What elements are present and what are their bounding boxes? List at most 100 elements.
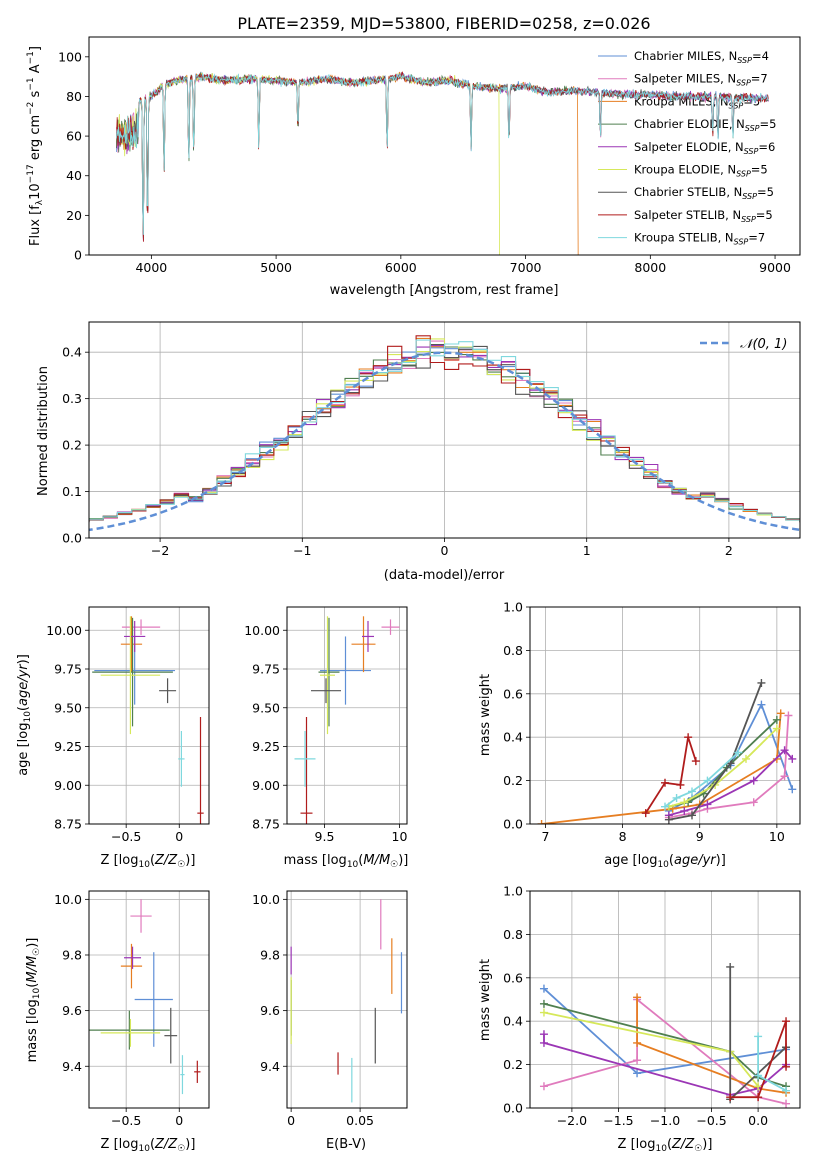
ageM-ytick-label: 9.75 bbox=[252, 662, 280, 677]
mwAge-point-marker bbox=[757, 678, 766, 687]
ageZ-xtick-label: −0.5 bbox=[111, 829, 141, 844]
mass-weight-vs-age-panel: age [log10(age/yr)] mass weight 7 8 9 10 0.0… bbox=[478, 600, 801, 870]
mwZ-series-line bbox=[730, 1020, 787, 1099]
mwAge-point-marker bbox=[788, 754, 797, 763]
ageZ-ytick-label: 10.00 bbox=[46, 623, 82, 638]
legend-label-n: =7 bbox=[751, 72, 768, 86]
mwZ-point-marker bbox=[726, 1093, 735, 1102]
legend-label: Salpeter ELODIE, NSSP=6 bbox=[634, 140, 775, 156]
legend-label: Chabrier MILES, NSSP=4 bbox=[634, 49, 769, 65]
mwAge-point-marker bbox=[688, 787, 696, 796]
ageZ-frame bbox=[88, 606, 210, 825]
ageM-plot-area bbox=[294, 616, 400, 824]
ageZ-ytick-label: 9.25 bbox=[54, 739, 82, 754]
massE-ytick-label: 9.8 bbox=[260, 947, 280, 962]
massZ-xlabel: Z [log10(Z/Z☉)] bbox=[101, 1137, 196, 1154]
massZ-ytick-label: 10.0 bbox=[54, 892, 82, 907]
legend-label: Chabrier STELIB, NSSP=5 bbox=[634, 185, 774, 201]
spectrum-ylabel: Flux [fλ10−17 erg cm−2 s−1 A−1] bbox=[26, 46, 45, 246]
massZ-ytick-label: 9.6 bbox=[62, 1003, 82, 1018]
legend-label-n: =4 bbox=[752, 49, 769, 63]
spectrum-ytick-label: 100 bbox=[58, 49, 82, 64]
mwAge-ytick-label: 0.4 bbox=[503, 730, 523, 745]
mwAge-xtick-label: 9 bbox=[696, 829, 704, 844]
spectrum-xlabel: wavelength [Angstrom, rest frame] bbox=[330, 283, 559, 298]
legend-label-sub: SSP bbox=[736, 170, 751, 179]
ageZ-ytick-label: 9.00 bbox=[54, 778, 82, 793]
legend-label-text: Chabrier ELODIE, N bbox=[634, 117, 745, 131]
mwZ-series-line bbox=[757, 1036, 787, 1092]
massZ-ytick-label: 9.4 bbox=[62, 1059, 82, 1074]
mwZ-point-marker bbox=[782, 1086, 791, 1095]
ageM-ytick-label: 9.25 bbox=[252, 739, 280, 754]
mwAge-ytick-label: 0.6 bbox=[503, 686, 523, 701]
mwAge-point-marker bbox=[742, 754, 750, 763]
mwAge-ytick-label: 0.8 bbox=[503, 643, 523, 658]
mwAge-xlabel: age [log10(age/yr)] bbox=[604, 853, 726, 870]
spectrum-ytick-label: 20 bbox=[66, 208, 82, 223]
residuals-xtick-label: −1 bbox=[293, 543, 311, 558]
mwAge-point-marker bbox=[688, 811, 696, 820]
mwAge-series-line bbox=[668, 748, 793, 817]
legend-label-text: Chabrier MILES, N bbox=[634, 49, 737, 63]
legend-label-n: =5 bbox=[760, 117, 777, 131]
massE-ytick-label: 10.0 bbox=[252, 892, 280, 907]
spectrum-ytick-label: 0 bbox=[74, 248, 82, 263]
mwAge-point-marker bbox=[749, 798, 758, 807]
ageM-xtick-label: 10 bbox=[392, 829, 408, 844]
mwAge-point-marker bbox=[676, 780, 685, 789]
residuals-xtick-label: 1 bbox=[583, 543, 591, 558]
legend-label: Salpeter STELIB, NSSP=5 bbox=[634, 208, 773, 224]
legend-label-sub: SSP bbox=[741, 215, 756, 224]
spectrum-xtick-label: 6000 bbox=[385, 260, 417, 275]
mwAge-point-marker bbox=[703, 800, 712, 809]
massE-xtick-label: 0 bbox=[287, 1113, 295, 1128]
mwAge-point-marker bbox=[784, 711, 793, 720]
ageZ-ytick-label: 9.50 bbox=[54, 700, 82, 715]
ageM-ytick-label: 9.50 bbox=[252, 700, 280, 715]
ageM-ytick-label: 9.00 bbox=[252, 778, 280, 793]
legend-label-text: Kroupa ELODIE, N bbox=[634, 163, 736, 177]
legend-label: Kroupa STELIB, NSSP=7 bbox=[634, 231, 765, 247]
mwAge-point-marker bbox=[661, 778, 669, 787]
mwAge-xtick-label: 10 bbox=[769, 829, 785, 844]
residuals-xtick-label: 0 bbox=[441, 543, 449, 558]
mwZ-ytick-label: 0.8 bbox=[503, 927, 523, 942]
mwZ-ylabel: mass weight bbox=[478, 959, 493, 1041]
massE-xlabel: E(B-V) bbox=[326, 1137, 366, 1152]
mwAge-point-marker bbox=[703, 776, 712, 785]
spectrum-ytick-label: 80 bbox=[66, 89, 82, 104]
residuals-xtick-label: −2 bbox=[151, 543, 169, 558]
legend-label-normal: 𝒩(0, 1) bbox=[740, 337, 787, 352]
mwZ-point-marker bbox=[726, 962, 735, 971]
residuals-panel: (data-model)/error Normed distribution 𝒩… bbox=[36, 321, 801, 583]
massZ-ytick-label: 9.8 bbox=[62, 947, 82, 962]
mwAge-frame bbox=[529, 606, 801, 825]
mwZ-xtick-label: 0.0 bbox=[748, 1113, 768, 1128]
mwAge-xtick-label: 7 bbox=[541, 829, 549, 844]
mwAge-point-marker bbox=[641, 809, 650, 818]
mwAge-point-marker bbox=[684, 733, 693, 742]
figure-title: PLATE=2359, MJD=53800, FIBERID=0258, z=0… bbox=[237, 14, 650, 33]
legend-label: Kroupa ELODIE, NSSP=5 bbox=[634, 163, 768, 179]
legend-label-sub: SSP bbox=[737, 56, 752, 65]
residuals-ytick-label: 0.1 bbox=[62, 484, 82, 499]
residuals-histogram bbox=[89, 339, 800, 522]
ageM-frame bbox=[286, 606, 408, 825]
spectrum-plot-area bbox=[116, 71, 769, 255]
mwZ-point-marker bbox=[539, 999, 548, 1008]
mwZ-point-marker bbox=[782, 1062, 791, 1071]
ageZ-ylabel: age [log10(age/yr)] bbox=[16, 654, 33, 776]
legend-label-sub: SSP bbox=[744, 147, 759, 156]
mwAge-ytick-label: 0.2 bbox=[503, 773, 523, 788]
legend-label: Salpeter MILES, NSSP=7 bbox=[634, 72, 768, 88]
legend-label-sub: SSP bbox=[736, 79, 751, 88]
mass-vs-metallicity-panel: Z [log10(Z/Z☉)] mass [log10(M/M☉)] −0.5 0… bbox=[25, 890, 210, 1154]
legend-label-sub: SSP bbox=[729, 101, 744, 110]
mwZ-point-marker bbox=[754, 1082, 763, 1091]
mwAge-point-marker bbox=[661, 802, 669, 811]
mwZ-point-marker bbox=[754, 1071, 763, 1080]
mwAge-xtick-label: 8 bbox=[619, 829, 627, 844]
massZ-frame bbox=[88, 890, 210, 1109]
